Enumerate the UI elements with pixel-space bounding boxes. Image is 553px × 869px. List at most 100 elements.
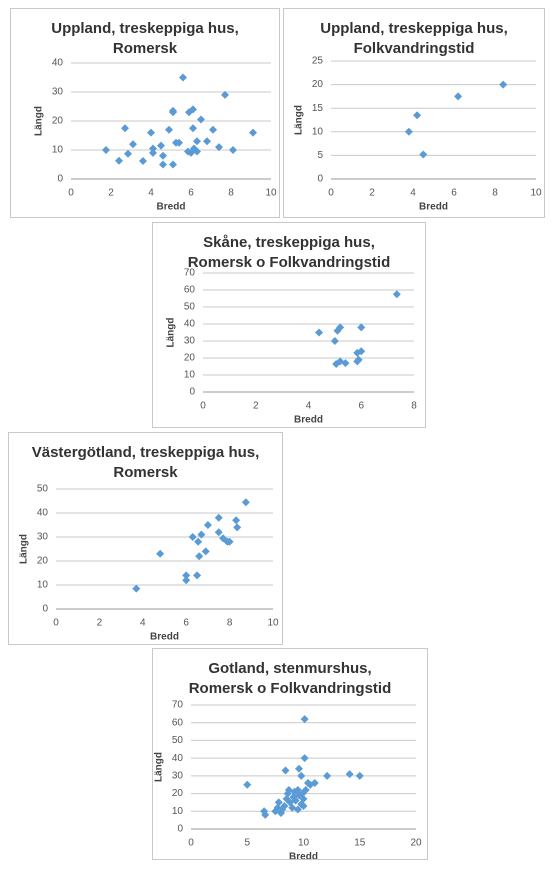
- y-tick-label: 0: [57, 174, 63, 185]
- data-point: [157, 141, 165, 150]
- data-point: [290, 787, 299, 796]
- data-point: [295, 791, 303, 800]
- data-point: [149, 148, 157, 157]
- y-tick-label: 70: [172, 700, 184, 711]
- x-tick-label: 0: [68, 188, 74, 199]
- data-point: [355, 771, 364, 780]
- data-point: [243, 780, 252, 789]
- data-point: [249, 128, 257, 137]
- x-tick-label: 2: [369, 188, 375, 199]
- data-point: [102, 146, 110, 154]
- chart-title: Uppland, treskeppiga hus, Folkvandringst…: [320, 20, 508, 57]
- data-point: [241, 498, 250, 507]
- data-point: [280, 801, 289, 810]
- data-point: [188, 533, 197, 541]
- y-tick-label: 10: [52, 145, 64, 156]
- y-axis-label: Längd: [154, 752, 165, 782]
- x-axis-label: Bredd: [289, 852, 318, 859]
- data-point: [291, 796, 300, 805]
- chart: 0 5 10 15 20 25 0 2 4 6 8 10 Bredd Längd: [294, 56, 542, 213]
- y-tick-label: 10: [172, 806, 184, 817]
- y-tick-label: 5: [317, 150, 323, 161]
- x-axis-label: Bredd: [157, 202, 186, 213]
- data-point: [341, 359, 350, 368]
- x-tick-label: 15: [354, 838, 366, 849]
- chart: 0 10 20 30 40 50 0 2 4 6 8 10 Bredd Längd: [19, 484, 279, 643]
- x-tick-label: 8: [411, 401, 417, 412]
- data-point: [293, 786, 302, 795]
- chart-panel: Västergötland, treskeppiga hus, Romersk 0…: [8, 432, 283, 645]
- y-tick-label: 60: [184, 285, 196, 296]
- y-tick-label: 50: [172, 735, 184, 746]
- chart: 0 10 20 30 40 50 60 70 0 5 10 15 20 Bredd Längd: [154, 700, 422, 859]
- x-tick-label: 0: [328, 188, 334, 199]
- x-axis-label: Bredd: [150, 632, 179, 643]
- y-tick-label: 0: [189, 387, 195, 398]
- x-tick-label: 10: [298, 838, 310, 849]
- data-point: [209, 125, 217, 134]
- x-tick-label: 8: [227, 618, 233, 629]
- data-point: [299, 801, 308, 810]
- y-tick-label: 30: [172, 770, 184, 781]
- y-tick-label: 10: [37, 580, 49, 591]
- x-tick-label: 6: [188, 188, 194, 199]
- data-point: [189, 124, 197, 133]
- data-point: [214, 528, 223, 537]
- data-point: [189, 105, 197, 114]
- data-point: [197, 530, 206, 539]
- data-point: [193, 571, 202, 580]
- data-point: [169, 108, 177, 117]
- data-point: [261, 810, 270, 819]
- data-point: [304, 778, 312, 787]
- x-tick-label: 2: [253, 401, 259, 412]
- data-point: [203, 521, 212, 529]
- data-point: [203, 137, 211, 146]
- x-tick-label: 6: [451, 188, 457, 199]
- y-tick-label: 40: [52, 58, 64, 69]
- data-point: [345, 770, 354, 779]
- chart-panel: Gotland, stenmurshus, Romersk o Folkvand…: [152, 648, 428, 860]
- data-point: [233, 523, 242, 532]
- y-tick-label: 50: [37, 484, 49, 495]
- data-point: [115, 156, 123, 165]
- data-point: [333, 326, 342, 335]
- y-tick-label: 20: [184, 353, 196, 364]
- y-axis-label: Längd: [166, 318, 177, 348]
- y-tick-label: 0: [177, 824, 183, 835]
- data-point: [353, 348, 362, 357]
- x-axis-label: Bredd: [419, 202, 448, 213]
- data-point: [281, 766, 290, 775]
- data-point: [175, 138, 183, 147]
- x-tick-label: 20: [410, 838, 422, 849]
- chart-title: Gotland, stenmurshus, Romersk o Folkvand…: [188, 660, 392, 697]
- data-point: [282, 794, 291, 803]
- chart-title: Uppland, treskeppiga hus, Romersk: [51, 20, 239, 57]
- data-point: [499, 80, 508, 89]
- y-tick-label: 20: [172, 788, 184, 799]
- data-point: [179, 73, 187, 82]
- x-tick-label: 8: [228, 188, 234, 199]
- x-tick-label: 2: [97, 618, 103, 629]
- x-tick-label: 0: [53, 618, 59, 629]
- data-point: [197, 115, 205, 124]
- data-point: [419, 150, 428, 159]
- data-point: [336, 323, 345, 332]
- chart-panel: Uppland, treskeppiga hus, Folkvandringst…: [283, 8, 545, 218]
- data-point: [229, 146, 237, 154]
- x-tick-label: 10: [530, 188, 542, 199]
- data-point: [194, 537, 203, 546]
- data-point: [297, 771, 306, 780]
- y-tick-label: 10: [312, 126, 324, 137]
- y-tick-label: 30: [184, 336, 196, 347]
- x-tick-label: 0: [188, 838, 194, 849]
- y-tick-label: 50: [184, 302, 196, 313]
- chart-title: Västergötland, treskeppiga hus, Romersk: [31, 444, 260, 481]
- y-tick-label: 60: [172, 717, 184, 728]
- x-axis-label: Bredd: [294, 415, 323, 426]
- data-point: [225, 537, 234, 546]
- data-point: [301, 786, 310, 795]
- x-tick-label: 4: [140, 618, 146, 629]
- data-point: [129, 140, 137, 149]
- data-point: [323, 771, 332, 780]
